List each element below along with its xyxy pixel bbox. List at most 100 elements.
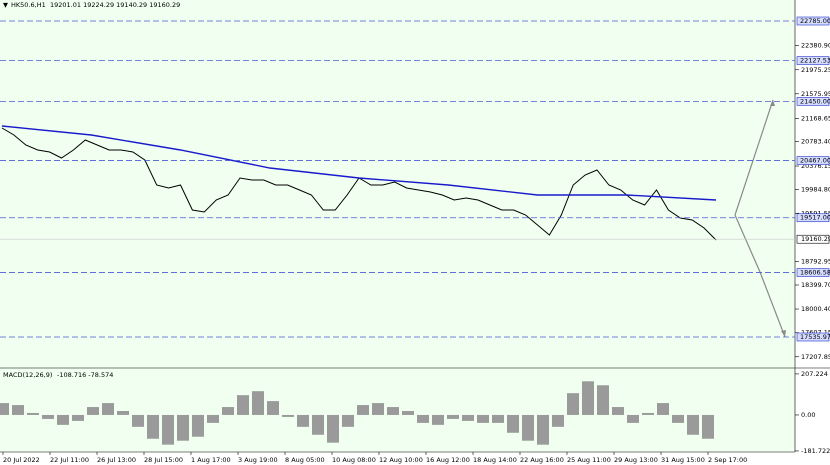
macd-title: MACD(12,26,9) (3, 371, 52, 379)
macd-bar (132, 414, 144, 427)
menu-icon[interactable]: ▼ (3, 1, 8, 9)
macd-bar (12, 405, 24, 415)
macd-bar (612, 407, 624, 415)
x-tick-label: 2 Sep 17:00 (708, 456, 747, 464)
x-tick-label: 20 Jul 2022 (3, 456, 40, 464)
level-label-box (796, 268, 830, 277)
macd-bar (582, 381, 594, 415)
x-tick-label: 1 Aug 17:00 (191, 456, 231, 464)
macd-bar (657, 403, 669, 415)
macd-values: -108.716 -78.574 (57, 371, 113, 379)
macd-bar (0, 403, 9, 415)
macd-bar (567, 393, 579, 415)
y-tick-label: 19591.55 (801, 209, 830, 217)
macd-bar (447, 414, 459, 419)
macd-bar (297, 414, 309, 427)
x-tick-label: 31 Aug 15:00 (661, 456, 705, 464)
y-tick-label: 18399.70 (801, 281, 830, 289)
macd-bar (492, 414, 504, 423)
y-tick-label: 17207.85 (801, 353, 830, 361)
y-tick-label: 207.224 (801, 370, 828, 378)
macd-bar (357, 405, 369, 415)
x-tick-label: 18 Aug 14:00 (473, 456, 517, 464)
macd-bar (432, 414, 444, 425)
x-tick-label: 12 Aug 10:00 (379, 456, 423, 464)
level-label: 20467.00 (800, 157, 830, 165)
macd-bar (642, 412, 654, 415)
level-label: 17535.97 (800, 333, 830, 341)
macd-bar (27, 412, 39, 415)
level-label-box (796, 213, 830, 223)
level-label-box (796, 97, 830, 106)
ohlc: 19201.01 19224.29 19140.29 19160.29 (50, 1, 180, 9)
current-price-box (796, 234, 830, 244)
axis-background (795, 0, 830, 465)
macd-bar (327, 414, 339, 443)
macd-bar (312, 414, 324, 435)
arrow-head (781, 330, 786, 337)
x-tick-label: 22 Aug 16:00 (520, 456, 564, 464)
macd-bar (252, 391, 264, 415)
macd-bar (72, 414, 84, 421)
level-label: 21450.00 (800, 97, 830, 105)
level-label: 22127.53 (800, 57, 830, 65)
macd-bar (237, 395, 249, 415)
plot-background (0, 0, 795, 452)
projection-arrow (734, 99, 774, 216)
macd-bar (267, 401, 279, 415)
x-tick-label: 3 Aug 19:00 (238, 456, 278, 464)
macd-bar (462, 414, 474, 421)
macd-bar (537, 414, 549, 445)
level-label: 22785.00 (800, 17, 830, 25)
y-tick-label: 21575.95 (801, 90, 830, 98)
time-axis-background (0, 452, 795, 465)
macd-bar (597, 385, 609, 415)
level-label-box (796, 56, 830, 65)
x-tick-label: 8 Aug 05:00 (285, 456, 325, 464)
macd-bar (207, 414, 219, 423)
x-tick-label: 16 Aug 12:00 (426, 456, 470, 464)
projection-arrow (734, 214, 786, 338)
macd-bar (672, 414, 684, 423)
current-price-label: 19160.29 (801, 235, 830, 243)
macd-bar (192, 414, 204, 437)
level-label-box (796, 332, 830, 342)
y-tick-label: 20783.40 (801, 138, 830, 146)
macd-bar (42, 414, 54, 419)
level-label-box (796, 16, 830, 26)
macd-bar (507, 414, 519, 433)
macd-bar (552, 414, 564, 427)
y-tick-label: 18792.95 (801, 257, 830, 265)
macd-bar (702, 414, 714, 439)
y-tick-label: 19984.80 (801, 186, 830, 194)
x-tick-label: 26 Jul 13:00 (97, 456, 136, 464)
y-tick-label: 18000.40 (801, 305, 830, 313)
x-tick-label: 29 Aug 13:00 (614, 456, 658, 464)
y-tick-label: 22380.90 (801, 41, 830, 49)
x-tick-label: 25 Aug 11:00 (567, 456, 611, 464)
level-label-box (796, 156, 830, 165)
x-tick-label: 28 Jul 15:00 (144, 456, 183, 464)
y-tick-label: 21168.65 (801, 114, 830, 122)
macd-bar (147, 414, 159, 439)
moving-average (1, 125, 717, 201)
y-tick-label: 21975.25 (801, 66, 830, 74)
arrow-head (770, 100, 775, 106)
macd-bar (522, 414, 534, 441)
macd-bar (372, 403, 384, 415)
macd-bar (477, 414, 489, 423)
y-tick-label: 20376.15 (801, 162, 830, 170)
macd-bar (417, 414, 429, 423)
macd-bar (342, 414, 354, 427)
symbol: HK50.6,H1 (11, 1, 46, 9)
y-tick-label: -181.722 (801, 447, 830, 455)
macd-bar (222, 407, 234, 415)
x-tick-label: 10 Aug 08:00 (332, 456, 376, 464)
macd-bar (102, 403, 114, 415)
y-tick-label: 0.00 (801, 411, 815, 419)
macd-bar (177, 414, 189, 441)
macd-bar (402, 411, 414, 415)
macd-bar (687, 414, 699, 435)
